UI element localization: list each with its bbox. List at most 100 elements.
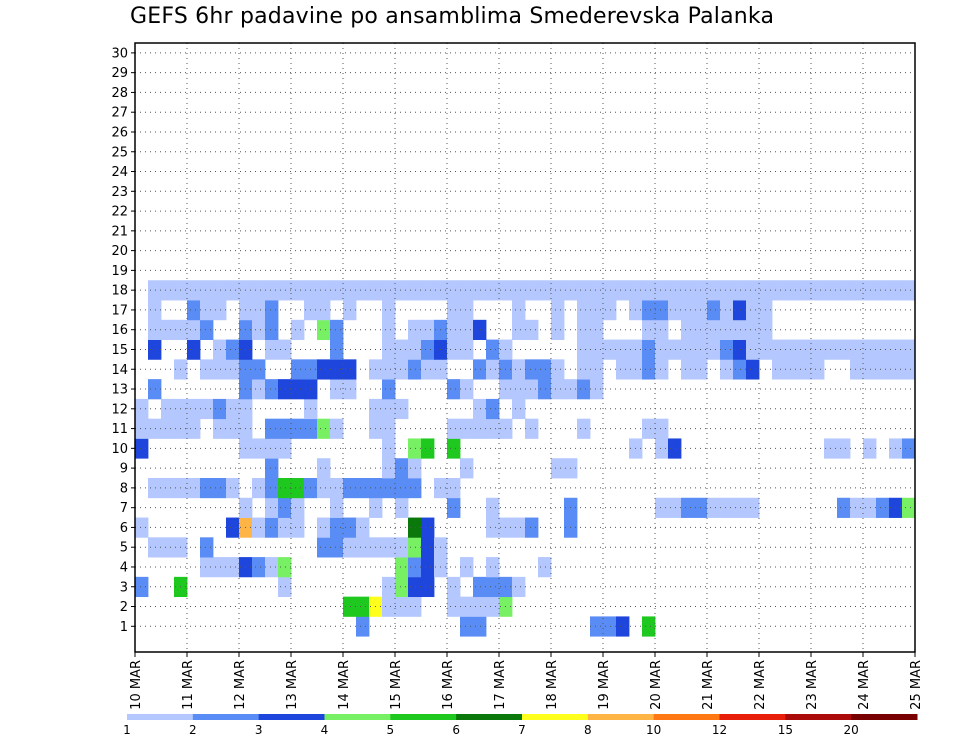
heatmap-cell (473, 616, 487, 637)
heatmap-cell (616, 339, 630, 360)
heatmap-cell (135, 576, 149, 598)
heatmap-cell (278, 280, 292, 301)
heatmap-cell (486, 418, 500, 439)
heatmap-cell (252, 359, 266, 380)
heatmap-cell (473, 359, 487, 380)
heatmap-cell (421, 517, 435, 538)
heatmap-cell (655, 497, 669, 518)
heatmap-cell (395, 339, 409, 360)
heatmap-cell (408, 458, 422, 479)
heatmap-cell (187, 398, 201, 420)
heatmap-cell (460, 379, 474, 400)
heatmap-cell (460, 596, 474, 617)
heatmap-cell (343, 537, 357, 558)
heatmap-cell (642, 300, 656, 321)
heatmap-cell (460, 339, 474, 360)
heatmap-cell (265, 458, 279, 479)
heatmap-cell (291, 478, 305, 499)
heatmap-cell (187, 478, 201, 499)
heatmap-cell (408, 319, 422, 340)
heatmap-cell (447, 478, 461, 499)
heatmap-cell (720, 339, 734, 360)
heatmap-cell (200, 280, 214, 301)
y-axis-ticks: 1234567891011121314151617181920212223242… (111, 46, 135, 635)
heatmap-cell (486, 339, 500, 360)
heatmap-cell (148, 300, 162, 321)
heatmap-cell (668, 497, 682, 518)
heatmap-cell (265, 438, 279, 459)
heatmap-cell (577, 359, 591, 380)
heatmap-cell (590, 319, 604, 340)
heatmap-cell (473, 280, 487, 301)
heatmap-cell (226, 398, 240, 420)
colorbar-label: 8 (584, 723, 592, 737)
heatmap-cell (382, 359, 396, 380)
heatmap-cell (486, 280, 500, 301)
heatmap-cell (473, 319, 487, 340)
heatmap-cell (382, 379, 396, 400)
heatmap-cell (603, 300, 617, 321)
y-tick-label: 26 (111, 125, 128, 140)
heatmap-cell (148, 280, 162, 301)
heatmap-cell (733, 300, 747, 321)
heatmap-cell (226, 339, 240, 360)
heatmap-cell (421, 359, 435, 380)
heatmap-cell (213, 359, 227, 380)
colorbar-swatch (192, 714, 260, 720)
heatmap-cell (317, 478, 331, 499)
heatmap-cell (395, 537, 409, 558)
heatmap-cell (746, 497, 760, 518)
heatmap-cell (746, 359, 760, 380)
heatmap-cell (551, 458, 565, 479)
heatmap-cell (278, 379, 292, 400)
heatmap-cell (707, 497, 721, 518)
grid-lines (135, 43, 915, 652)
heatmap-cell (356, 616, 370, 637)
heatmap-cell (395, 359, 409, 380)
heatmap-cell (681, 339, 695, 360)
heatmap-cell (720, 300, 734, 321)
y-tick-label: 10 (111, 442, 128, 457)
colorbar-label: 10 (646, 723, 661, 737)
y-tick-label: 16 (111, 323, 128, 338)
heatmap-cell (226, 418, 240, 439)
colorbar-swatch (258, 714, 325, 720)
heatmap-cell (655, 280, 669, 301)
heatmap-cell (187, 280, 201, 301)
colorbar-swatch (390, 714, 457, 720)
colorbar-label: 1 (123, 723, 131, 737)
heatmap-cell (421, 319, 435, 340)
heatmap-cell (408, 478, 422, 499)
heatmap-cell (603, 280, 617, 301)
heatmap-cell (655, 319, 669, 340)
heatmap-cell (265, 280, 279, 301)
colorbar-swatch (456, 714, 523, 720)
heatmap-cell (538, 280, 552, 301)
colorbar-label: 4 (321, 723, 329, 737)
heatmap-cell (148, 379, 162, 400)
colorbar-swatch (127, 714, 194, 720)
y-tick-label: 27 (111, 106, 128, 121)
heatmap-cell (265, 300, 279, 321)
x-tick-label: 22 MAR (753, 660, 768, 710)
heatmap-cell (668, 339, 682, 360)
heatmap-cell (512, 300, 526, 321)
heatmap-cell (720, 359, 734, 380)
heatmap-cell (720, 497, 734, 518)
heatmap-cell (590, 359, 604, 380)
y-tick-label: 6 (120, 521, 128, 536)
heatmap-cell (447, 497, 461, 518)
x-tick-label: 10 MAR (129, 660, 144, 710)
heatmap-cell (863, 339, 877, 360)
y-tick-label: 28 (111, 86, 128, 101)
heatmap-cell (382, 319, 396, 340)
x-tick-label: 23 MAR (805, 660, 820, 710)
heatmap-cell (408, 596, 422, 617)
heatmap-cell (226, 478, 240, 499)
x-tick-label: 13 MAR (285, 660, 300, 710)
y-tick-label: 11 (111, 422, 128, 437)
y-tick-label: 18 (111, 284, 128, 299)
heatmap-cell (213, 418, 227, 439)
x-tick-label: 21 MAR (701, 660, 716, 710)
